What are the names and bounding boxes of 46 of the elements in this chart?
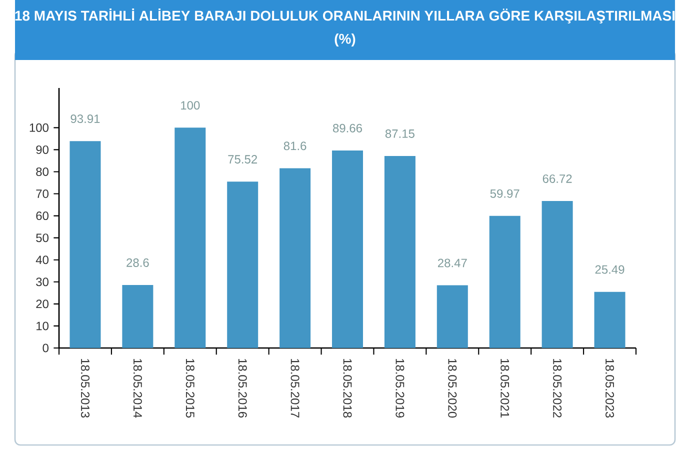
bar bbox=[70, 141, 101, 348]
data-label: 81.6 bbox=[284, 142, 306, 150]
bar bbox=[489, 216, 520, 348]
bar bbox=[594, 292, 626, 348]
bar bbox=[436, 285, 468, 348]
chart-subtitle: (%) bbox=[334, 33, 356, 47]
y-tick-label: 40 bbox=[36, 256, 48, 264]
y-tick-label: 30 bbox=[36, 278, 48, 286]
bar bbox=[280, 168, 311, 348]
bar bbox=[332, 150, 363, 348]
x-tick-label: 18.05.2022 bbox=[553, 358, 562, 418]
x-tick-label: 18.05.2018 bbox=[343, 358, 352, 418]
x-tick-label: 18.05.2021 bbox=[500, 358, 510, 418]
x-tick-label: 18.05.2023 bbox=[606, 358, 614, 418]
x-tick-label: 18.05.2015 bbox=[186, 358, 194, 418]
x-tick-label: 18.05.2013 bbox=[80, 358, 90, 418]
x-tick-label: 18.05.2016 bbox=[238, 358, 247, 418]
chart-title: 18 MAYIS TARİHLİ ALİBEY BARAJI DOLULUK ORANLARININ YILLARA GÖRE KARŞILAŞTIRILMASI bbox=[15, 8, 675, 24]
y-tick-label: 100 bbox=[30, 123, 48, 132]
x-tick-label: 18.05.2014 bbox=[133, 358, 142, 418]
x-tick-label: 18.05.2019 bbox=[396, 358, 404, 418]
y-tick-label: 10 bbox=[36, 322, 48, 330]
y-tick-label: 0 bbox=[42, 344, 49, 352]
data-label: 28.47 bbox=[438, 258, 467, 268]
x-tick-label: 18.05.2020 bbox=[448, 358, 457, 418]
y-tick-label: 80 bbox=[36, 167, 48, 176]
bar bbox=[542, 200, 573, 348]
data-label: 100 bbox=[181, 101, 200, 110]
bar bbox=[384, 156, 416, 348]
data-label: 59.97 bbox=[490, 189, 520, 198]
data-label: 89.66 bbox=[333, 124, 362, 132]
y-tick-label: 60 bbox=[36, 212, 48, 220]
y-tick-label: 70 bbox=[36, 190, 48, 198]
bar bbox=[122, 284, 154, 348]
data-label: 28.6 bbox=[126, 258, 149, 267]
y-tick-label: 50 bbox=[36, 234, 48, 242]
y-tick-label: 20 bbox=[36, 300, 48, 308]
data-label: 75.52 bbox=[228, 155, 257, 164]
x-tick-label: 18.05.2017 bbox=[290, 358, 300, 418]
bar bbox=[174, 128, 206, 348]
data-label: 25.49 bbox=[595, 265, 624, 274]
data-label: 93.91 bbox=[70, 114, 100, 124]
data-label: 87.15 bbox=[385, 129, 414, 138]
bar bbox=[227, 182, 258, 348]
y-tick-label: 90 bbox=[36, 145, 48, 154]
data-label: 66.72 bbox=[542, 174, 572, 183]
